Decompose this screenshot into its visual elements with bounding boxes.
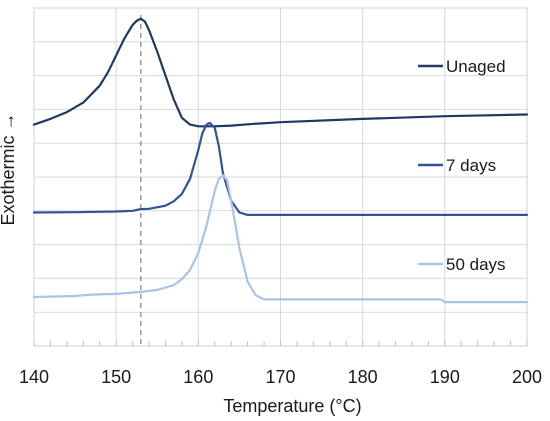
- x-tick-label: 180: [348, 367, 378, 387]
- x-tick-label: 170: [265, 367, 295, 387]
- series-line-0: [32, 17, 529, 128]
- legend-label: Unaged: [446, 57, 506, 76]
- x-tick-label: 160: [183, 367, 213, 387]
- x-tick-labels: 140 150 160 170 180 190 200: [19, 367, 542, 387]
- legend-label: 7 days: [446, 156, 496, 175]
- x-tick-label: 140: [19, 367, 49, 387]
- x-tick-label: 190: [430, 367, 460, 387]
- series-layer: [32, 17, 529, 304]
- series-line-1: [32, 121, 529, 216]
- legend: Unaged 7 days 50 days: [418, 57, 506, 274]
- grid: [33, 8, 528, 346]
- x-tick-label: 150: [101, 367, 131, 387]
- series-line-2: [32, 174, 529, 304]
- x-tick-label: 200: [512, 367, 542, 387]
- x-axis-title: Temperature (°C): [223, 396, 361, 416]
- legend-label: 50 days: [446, 255, 506, 274]
- y-axis-title: Exothermic →: [0, 112, 18, 225]
- x-minor-ticks: [33, 341, 528, 346]
